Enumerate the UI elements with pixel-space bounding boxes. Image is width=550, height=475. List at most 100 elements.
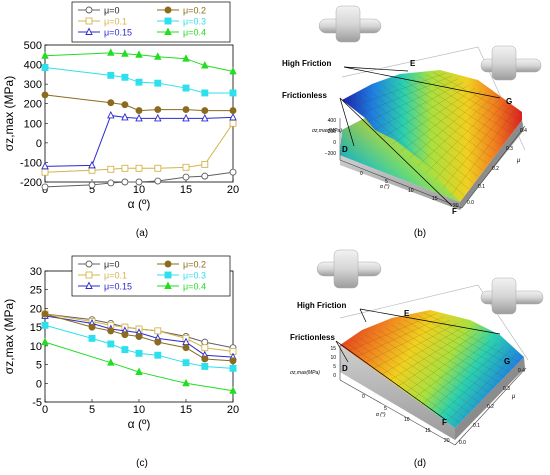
data-point: [154, 106, 162, 114]
surface-mesh: [340, 310, 524, 428]
y-tick-label: 200: [24, 99, 42, 111]
mesh-line: [378, 329, 485, 398]
z-tick: 400: [328, 118, 337, 124]
series: [41, 64, 237, 97]
data-point: [107, 327, 115, 335]
data-point: [135, 164, 143, 172]
legend-label: μ=0: [104, 260, 119, 270]
annotation-frictionless: Frictionless: [282, 91, 327, 100]
data-point: [135, 113, 143, 122]
z-tick: 0: [333, 373, 336, 379]
data-point: [121, 49, 129, 57]
mesh-line: [413, 340, 491, 399]
surface-plot-b: 400 200 0 −200 σz,max(MPa) 0 5 10 15 20 …: [282, 5, 542, 239]
y-tick: 0.0: [459, 440, 466, 446]
surface-side-wall: [455, 357, 525, 440]
data-point: [164, 271, 172, 279]
y-tick-label: -200: [20, 177, 42, 189]
arrow-frictionless: [335, 340, 349, 363]
data-point: [121, 101, 129, 109]
y-tick-label: 0: [36, 138, 42, 150]
y-tick: 0.0: [467, 200, 474, 206]
data-point: [121, 164, 129, 172]
data-point: [88, 160, 96, 169]
corner-label-g: G: [506, 97, 512, 106]
mesh-line: [367, 78, 458, 122]
mesh-line: [432, 72, 518, 119]
data-point: [85, 271, 93, 279]
y-tick-label: 0: [36, 378, 42, 390]
mesh-line: [380, 326, 464, 375]
y-tick-label: 30: [30, 266, 42, 278]
mesh-line: [375, 81, 464, 130]
mesh-line: [376, 89, 483, 170]
x-tick: 15: [425, 428, 431, 434]
data-point: [229, 168, 237, 176]
data-point: [121, 112, 129, 121]
mesh-line: [356, 316, 444, 357]
mesh-line: [397, 82, 496, 151]
z-tick: −200: [325, 151, 336, 157]
mesh-line: [411, 78, 505, 138]
surface-mesh: [340, 118, 460, 202]
mesh-line: [404, 319, 505, 378]
legend-label: μ=0.3: [183, 271, 206, 281]
x-tick: 10: [404, 417, 410, 423]
arrow-frictionless: [335, 340, 447, 421]
arrow-high-friction: [343, 66, 409, 72]
series: [41, 310, 237, 365]
series: [41, 119, 237, 176]
mesh-line: [423, 312, 520, 363]
y-axis-label: σz,max (MPa): [2, 76, 16, 151]
annotation-frictionless: Frictionless: [290, 333, 335, 342]
data-point: [107, 110, 115, 119]
annotation-high-friction: High Friction: [297, 301, 346, 310]
y-axis: [454, 367, 527, 446]
x-tick: 5: [384, 406, 387, 412]
corner-label-d: D: [342, 145, 348, 154]
mesh-line: [397, 333, 478, 387]
data-point: [107, 99, 115, 107]
legend-box: [71, 255, 231, 297]
data-point: [164, 17, 172, 25]
x-tick: 15: [432, 196, 438, 202]
mesh-line: [350, 72, 446, 108]
series: [41, 337, 237, 394]
data-point: [182, 113, 190, 122]
data-point: [182, 344, 190, 352]
mesh-line: [348, 97, 465, 196]
series: [41, 168, 237, 191]
data-point: [88, 323, 96, 331]
legend-label: μ=0.15: [104, 28, 132, 38]
series-line: [44, 114, 234, 167]
data-point: [201, 362, 209, 370]
data-point: [229, 357, 237, 365]
legend-label: μ=0.15: [104, 282, 132, 292]
data-point: [85, 6, 93, 14]
x-tick: 20: [453, 203, 459, 209]
mesh-line: [362, 93, 474, 183]
data-point: [41, 337, 49, 346]
x-tick-label: 10: [133, 404, 145, 416]
data-point: [41, 183, 49, 191]
roller-icon: [480, 277, 544, 315]
arrow-frictionless: [339, 97, 355, 147]
mesh-lines: [346, 312, 520, 424]
panel-label-c: (c): [136, 458, 148, 469]
corner-label-e: E: [404, 309, 410, 318]
series: [41, 110, 237, 170]
data-point: [154, 164, 162, 172]
y-tick-label: 100: [24, 118, 42, 130]
surface-side-wall: [340, 155, 460, 210]
data-point: [135, 367, 143, 376]
mesh-line: [409, 93, 487, 159]
mesh-line: [418, 76, 509, 132]
series: [41, 91, 237, 115]
x-tick-label: 5: [89, 404, 95, 416]
legend-label: μ=0.4: [183, 282, 206, 292]
data-point: [182, 163, 190, 171]
mesh-line: [372, 323, 457, 369]
mesh-line: [446, 353, 518, 423]
data-point: [182, 84, 190, 92]
data-point: [41, 168, 49, 176]
